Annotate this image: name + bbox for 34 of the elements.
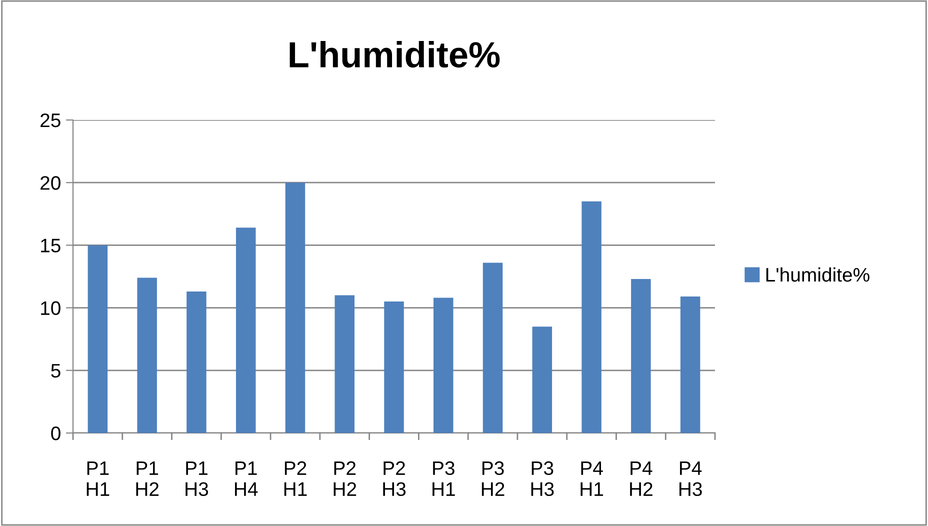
x-tick-label: P4 H1 [580,461,604,496]
x-tick-label: P3 H1 [432,461,455,496]
bar [482,262,503,433]
bar [434,298,454,433]
x-tick-label: P2 H3 [383,461,406,496]
bar [137,278,157,433]
x-tick-label: P1 H4 [235,461,258,496]
bar [236,228,256,433]
bar [631,279,651,433]
x-tick-label: P2 H1 [284,461,307,496]
y-tick-label: 20 [40,176,60,190]
bar [285,182,306,433]
y-tick-label: 0 [51,426,60,440]
chart-title: L'humidite% [290,41,500,68]
y-tick-label: 5 [51,364,60,378]
x-tick-label: P4 H3 [679,461,702,496]
x-tick-label: P3 H2 [482,461,504,496]
legend-label: L'humidite% [766,267,870,282]
x-tick-label: P1 H1 [86,461,110,496]
x-tick-label: P1 H2 [136,461,159,496]
bar [384,302,404,433]
y-tick-label: 10 [41,301,60,316]
x-tick-label: P4 H2 [630,461,652,496]
x-tick-label: P1 H3 [186,461,208,496]
x-tick-label: P2 H2 [334,461,356,496]
bar [532,326,552,433]
bar [88,245,108,433]
bar [680,296,700,433]
bar [186,292,206,433]
bar [334,295,354,433]
bar [582,201,602,433]
y-tick-label: 25 [40,113,60,128]
x-tick-label: P3 H3 [531,461,554,496]
y-tick-label: 15 [41,238,60,252]
